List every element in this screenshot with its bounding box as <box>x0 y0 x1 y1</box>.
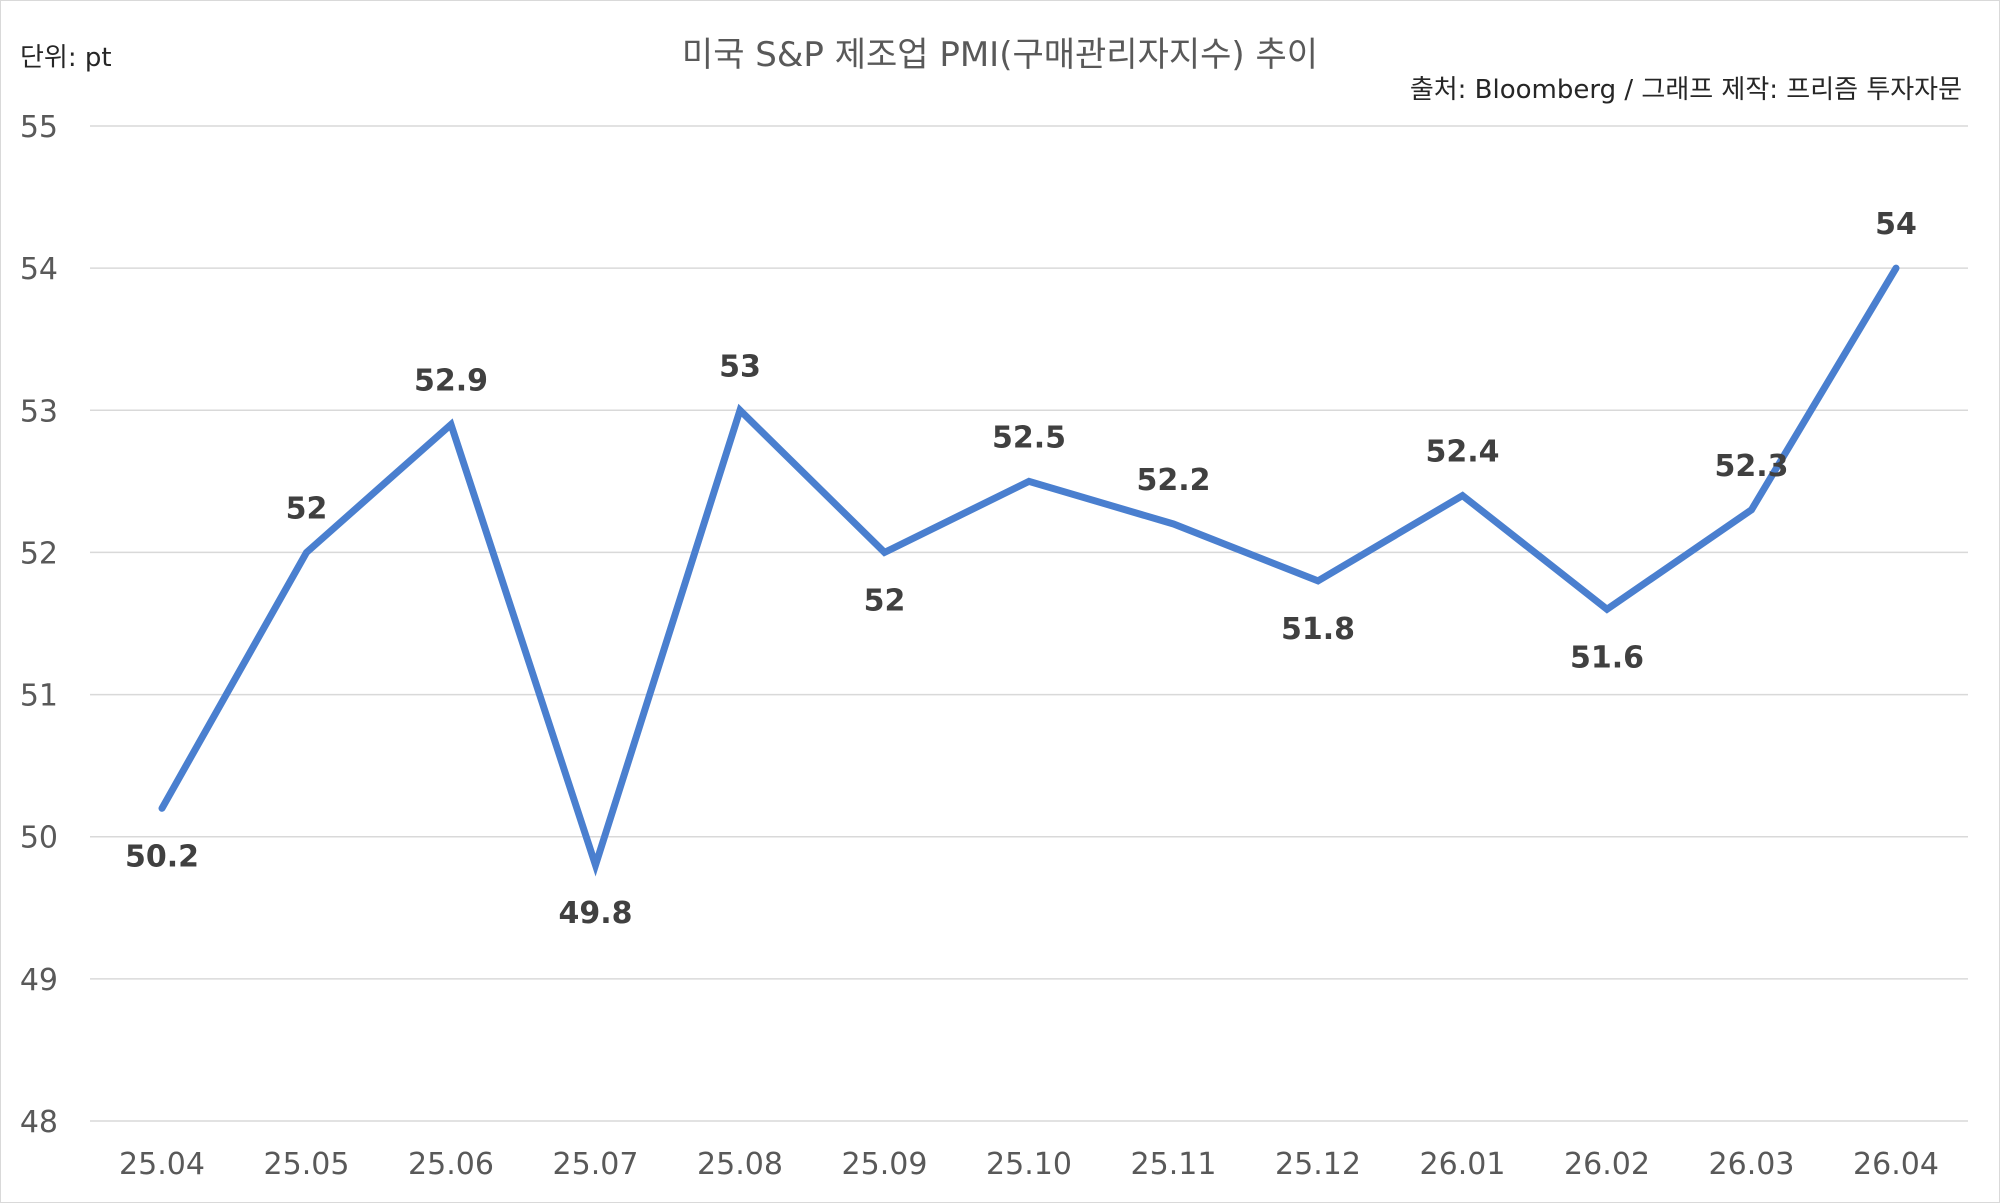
y-tick-label: 51 <box>20 679 58 714</box>
y-tick-label: 48 <box>20 1105 58 1140</box>
x-tick-label: 25.10 <box>986 1147 1072 1182</box>
y-tick-label: 49 <box>20 963 58 998</box>
unit-label: 단위: pt <box>20 43 112 73</box>
y-tick-label: 55 <box>20 110 58 145</box>
data-label: 52.9 <box>414 364 488 399</box>
chart-title: 미국 S&P 제조업 PMI(구매관리자지수) 추이 <box>682 35 1318 75</box>
data-label: 52.4 <box>1425 435 1499 470</box>
x-tick-label: 25.05 <box>264 1147 350 1182</box>
x-tick-label: 25.07 <box>553 1147 639 1182</box>
data-label: 52.2 <box>1136 463 1210 498</box>
x-axis-ticks: 25.04 25.05 25.06 25.07 25.08 25.09 25.10 25.11… <box>119 1147 1939 1182</box>
x-tick-label: 26.04 <box>1853 1147 1939 1182</box>
x-tick-label: 25.08 <box>697 1147 783 1182</box>
data-label: 51.6 <box>1570 640 1644 675</box>
data-label: 52.3 <box>1714 449 1788 484</box>
y-axis-ticks: 48 49 50 51 52 53 54 55 <box>20 110 58 1140</box>
data-label: 52.5 <box>992 420 1066 455</box>
source-label: 출처: Bloomberg / 그래프 제작: 프리즘 투자자문 <box>1410 75 1962 105</box>
data-labels: 50.2 52 52.9 49.8 53 52 52.5 52.2 51.8 52.4 51.6 52… <box>125 207 1917 931</box>
data-label: 49.8 <box>558 896 632 931</box>
y-tick-label: 54 <box>20 252 58 287</box>
x-tick-label: 25.06 <box>408 1147 494 1182</box>
x-tick-label: 26.02 <box>1564 1147 1650 1182</box>
data-label: 51.8 <box>1281 612 1355 647</box>
data-label: 53 <box>719 349 761 384</box>
series-line <box>158 264 1900 877</box>
gridlines <box>90 125 1968 1122</box>
x-tick-label: 25.04 <box>119 1147 205 1182</box>
x-tick-label: 26.01 <box>1420 1147 1506 1182</box>
data-label: 50.2 <box>125 839 199 874</box>
y-tick-label: 52 <box>20 536 58 571</box>
data-label: 52 <box>286 491 328 526</box>
x-tick-label: 25.11 <box>1131 1147 1217 1182</box>
x-tick-label: 26.03 <box>1709 1147 1795 1182</box>
y-tick-label: 53 <box>20 394 58 429</box>
data-label: 54 <box>1875 207 1917 242</box>
series-layer <box>158 264 1900 877</box>
x-tick-label: 25.12 <box>1275 1147 1361 1182</box>
data-label: 52 <box>864 583 906 618</box>
x-tick-label: 25.09 <box>842 1147 928 1182</box>
y-tick-label: 50 <box>20 821 58 856</box>
